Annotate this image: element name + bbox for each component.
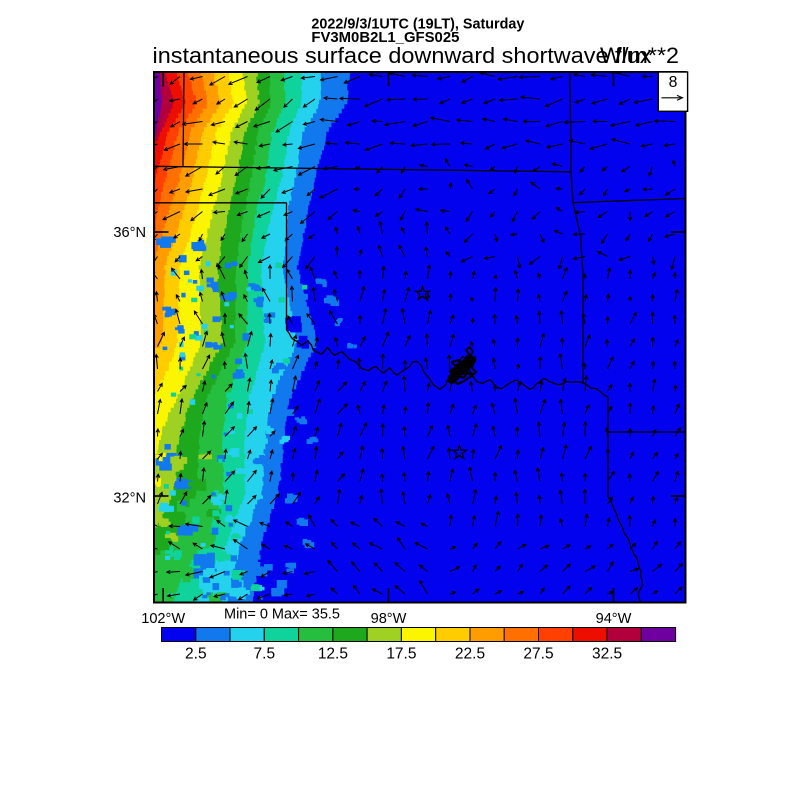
svg-text:32°N: 32°N	[113, 491, 146, 507]
svg-text:7.5: 7.5	[254, 645, 276, 662]
svg-text:Min= 0 Max= 35.5: Min= 0 Max= 35.5	[224, 607, 340, 623]
svg-text:102°W: 102°W	[141, 611, 185, 627]
svg-text:17.5: 17.5	[386, 645, 416, 662]
svg-text:FV3M0B2L1_GFS025: FV3M0B2L1_GFS025	[311, 30, 459, 46]
svg-text:94°W: 94°W	[596, 611, 632, 627]
svg-text:12.5: 12.5	[318, 645, 348, 662]
svg-text:36°N: 36°N	[113, 225, 146, 241]
svg-text:2.5: 2.5	[185, 645, 207, 662]
svg-text:98°W: 98°W	[371, 611, 407, 627]
svg-text:22.5: 22.5	[455, 645, 485, 662]
svg-text:W/m**2: W/m**2	[600, 43, 679, 68]
svg-text:2022/9/3/1UTC (19LT), Saturday: 2022/9/3/1UTC (19LT), Saturday	[311, 16, 525, 32]
svg-text:instantaneous surface downward: instantaneous surface downward shortwave…	[153, 43, 652, 68]
svg-text:8: 8	[669, 74, 678, 91]
svg-text:32.5: 32.5	[592, 645, 622, 662]
svg-text:27.5: 27.5	[523, 645, 553, 662]
